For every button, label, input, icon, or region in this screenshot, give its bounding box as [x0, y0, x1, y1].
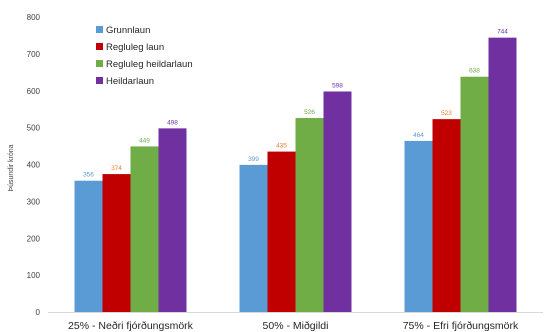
y-tick-label: 800 [27, 13, 41, 22]
bar-heildarlaun-1 [323, 91, 352, 312]
category-label: 25% - Neðri fjórðungsmörk [68, 320, 194, 332]
bar-grunnlaun-1 [239, 164, 268, 312]
legend-swatch [96, 77, 103, 84]
legend-swatch [96, 43, 103, 50]
bar-regluleg-heildarlaun-0 [130, 146, 159, 312]
bar-heildarlaun-2 [488, 37, 517, 313]
bar-grunnlaun-0 [74, 180, 103, 312]
y-axis-label: Þúsundir króna [8, 144, 15, 191]
data-label: 523 [441, 110, 452, 117]
data-label: 435 [276, 143, 287, 150]
legend-entry: Heildarlaun [106, 76, 154, 87]
data-label: 374 [111, 165, 122, 172]
bar-regluleg-heildarlaun-2 [460, 76, 489, 312]
y-tick-label: 0 [36, 308, 41, 317]
data-labels-group: 356 374 449 498 399 435 526 598 464 523 638 744 [83, 29, 508, 179]
bar-regluleg-laun-0 [102, 174, 131, 312]
legend-swatch [96, 60, 103, 67]
y-tick-label: 700 [27, 50, 41, 59]
legend: Grunnlaun Regluleg laun Regluleg heildarla… [96, 25, 193, 87]
data-label: 638 [469, 68, 480, 75]
legend-entry: Regluleg laun [106, 42, 164, 53]
data-label: 498 [167, 119, 178, 126]
data-label: 464 [413, 132, 424, 139]
data-label: 449 [139, 137, 150, 144]
data-label: 356 [83, 172, 94, 179]
legend-swatch [96, 26, 103, 33]
y-tick-label: 400 [27, 161, 41, 170]
category-label: 75% - Efri fjórðungsmörk [403, 320, 519, 332]
bars-group [74, 37, 517, 313]
legend-entry: Regluleg heildarlaun [106, 59, 193, 70]
bar-regluleg-laun-1 [267, 151, 296, 312]
data-label: 526 [304, 109, 315, 116]
bar-grunnlaun-2 [404, 140, 433, 312]
bar-heildarlaun-0 [158, 128, 187, 312]
y-tick-label: 200 [27, 234, 41, 243]
data-label: 744 [497, 29, 508, 36]
legend-entry: Grunnlaun [106, 25, 150, 36]
y-tick-label: 300 [27, 197, 41, 206]
bar-regluleg-heildarlaun-1 [295, 118, 324, 312]
y-tick-label: 500 [27, 124, 41, 133]
bar-regluleg-laun-2 [432, 119, 461, 312]
y-axis-ticks: 0 100 200 300 400 500 600 700 800 [27, 13, 41, 317]
data-label: 598 [332, 82, 343, 89]
y-tick-label: 600 [27, 87, 41, 96]
y-tick-label: 100 [27, 271, 41, 280]
category-label: 50% - Miðgildi [263, 320, 329, 332]
data-label: 399 [248, 156, 259, 163]
category-labels: 25% - Neðri fjórðungsmörk 50% - Miðgildi 7… [68, 320, 519, 332]
